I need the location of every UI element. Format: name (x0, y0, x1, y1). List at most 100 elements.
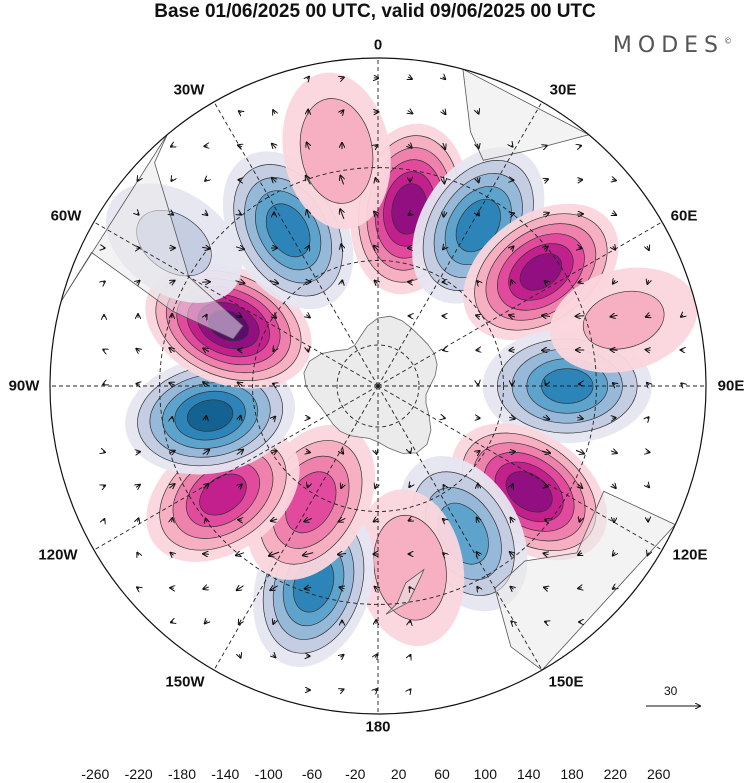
wind-arrow (612, 213, 616, 215)
wind-arrow (409, 519, 412, 520)
wind-arrow (237, 586, 244, 590)
wind-arrow (341, 244, 343, 252)
wind-arrow (579, 248, 582, 249)
wind-arrow (409, 485, 410, 487)
wind-arrow (239, 416, 240, 421)
wind-arrow (205, 315, 206, 317)
wind-arrow (646, 315, 650, 317)
wind-arrow (477, 587, 478, 589)
wind-arrow (203, 587, 208, 589)
wind-arrow (270, 586, 278, 590)
wind-arrow (103, 486, 105, 487)
anomaly-cell (549, 267, 698, 373)
wind-arrow (341, 484, 343, 488)
lon-label-120w: 120W (38, 546, 78, 564)
wind-arrow (103, 452, 105, 453)
colorbar-tick-label: -220 (124, 766, 153, 782)
wind-arrow (203, 348, 210, 351)
wind-arrow (647, 485, 649, 488)
wind-arrow (272, 314, 276, 318)
wind-arrow (205, 621, 208, 624)
wind-arrow (408, 111, 413, 114)
wind-arrow (578, 588, 582, 589)
wind-arrow (375, 484, 377, 488)
contour-line (505, 471, 553, 513)
wind-arrow (239, 654, 240, 657)
anomaly-contour (456, 199, 501, 252)
wind-arrow (443, 77, 446, 79)
wind-arrow (541, 451, 550, 453)
anomaly-contour (583, 291, 665, 350)
wind-arrow (307, 246, 309, 251)
wind-arrow (613, 246, 615, 249)
wind-arrow (203, 382, 210, 386)
anomaly-cell (355, 489, 465, 647)
wind-arrow (611, 315, 618, 316)
wind-arrow (103, 350, 105, 351)
wind-arrow (408, 144, 411, 148)
wind-arrow (610, 451, 617, 453)
wind-arrow (235, 281, 245, 284)
wind-arrow (477, 552, 480, 556)
wind-arrow (236, 450, 243, 455)
wind-arrow (341, 110, 344, 113)
wind-arrow (136, 452, 140, 453)
wind-arrow (545, 520, 547, 521)
colorbar-tick-label: 140 (517, 766, 541, 782)
wind-arrow (137, 553, 138, 556)
wind-arrow (307, 210, 309, 219)
wind-arrow (239, 620, 241, 624)
wind-arrow (647, 383, 649, 385)
wind-arrow (340, 176, 343, 185)
wind-arrow (203, 484, 208, 489)
wind-arrow (273, 384, 275, 385)
colorbar-tick-label: -60 (301, 766, 323, 782)
wind-arrow (613, 552, 615, 555)
wind-arrow (307, 143, 310, 150)
wind-arrow (272, 178, 276, 182)
wind-arrow (681, 383, 683, 384)
contour-line (508, 243, 574, 301)
contour-line (373, 514, 447, 621)
contour-line (174, 390, 246, 441)
colorbar-tick-label: -260 (81, 766, 110, 782)
contour-line (265, 203, 311, 258)
wind-arrow (477, 178, 478, 183)
australia-land (494, 490, 676, 671)
wind-arrow (340, 209, 344, 219)
wind-arrow (443, 519, 445, 521)
wind-arrow (681, 315, 683, 317)
lon-label-60e: 60E (670, 207, 698, 225)
wind-arrow (613, 280, 615, 283)
wind-arrow (511, 518, 514, 523)
wind-arrow (544, 553, 549, 554)
wind-arrow (410, 451, 411, 453)
contour-line (186, 399, 234, 432)
wind-arrow (171, 145, 173, 146)
wind-arrow (238, 350, 242, 351)
wind-arrow (205, 179, 207, 181)
wind-arrow (511, 280, 513, 284)
colorbar-tick-label: -140 (211, 766, 240, 782)
wind-arrow (269, 552, 280, 556)
latitude-circle (336, 344, 420, 428)
wind-arrow (136, 349, 139, 352)
wind-arrow (443, 142, 445, 149)
wind-arrow (169, 383, 174, 385)
wind-arrow (580, 518, 581, 521)
wind-arrow (646, 350, 651, 351)
wind-arrow (202, 450, 210, 455)
wind-arrow (374, 518, 379, 521)
lon-label-60w: 60W (50, 207, 82, 225)
wind-arrow (375, 587, 378, 590)
wind-arrow (269, 281, 278, 284)
wind-arrow (443, 247, 445, 250)
wind-arrow (103, 281, 105, 282)
wind-arrow (476, 451, 479, 453)
wind-arrow (138, 179, 139, 181)
wind-arrow (511, 484, 513, 487)
wind-arrow (168, 451, 175, 454)
wind-arrow (339, 518, 346, 521)
wind-arrow (273, 655, 276, 658)
wind-arrow (305, 587, 312, 589)
